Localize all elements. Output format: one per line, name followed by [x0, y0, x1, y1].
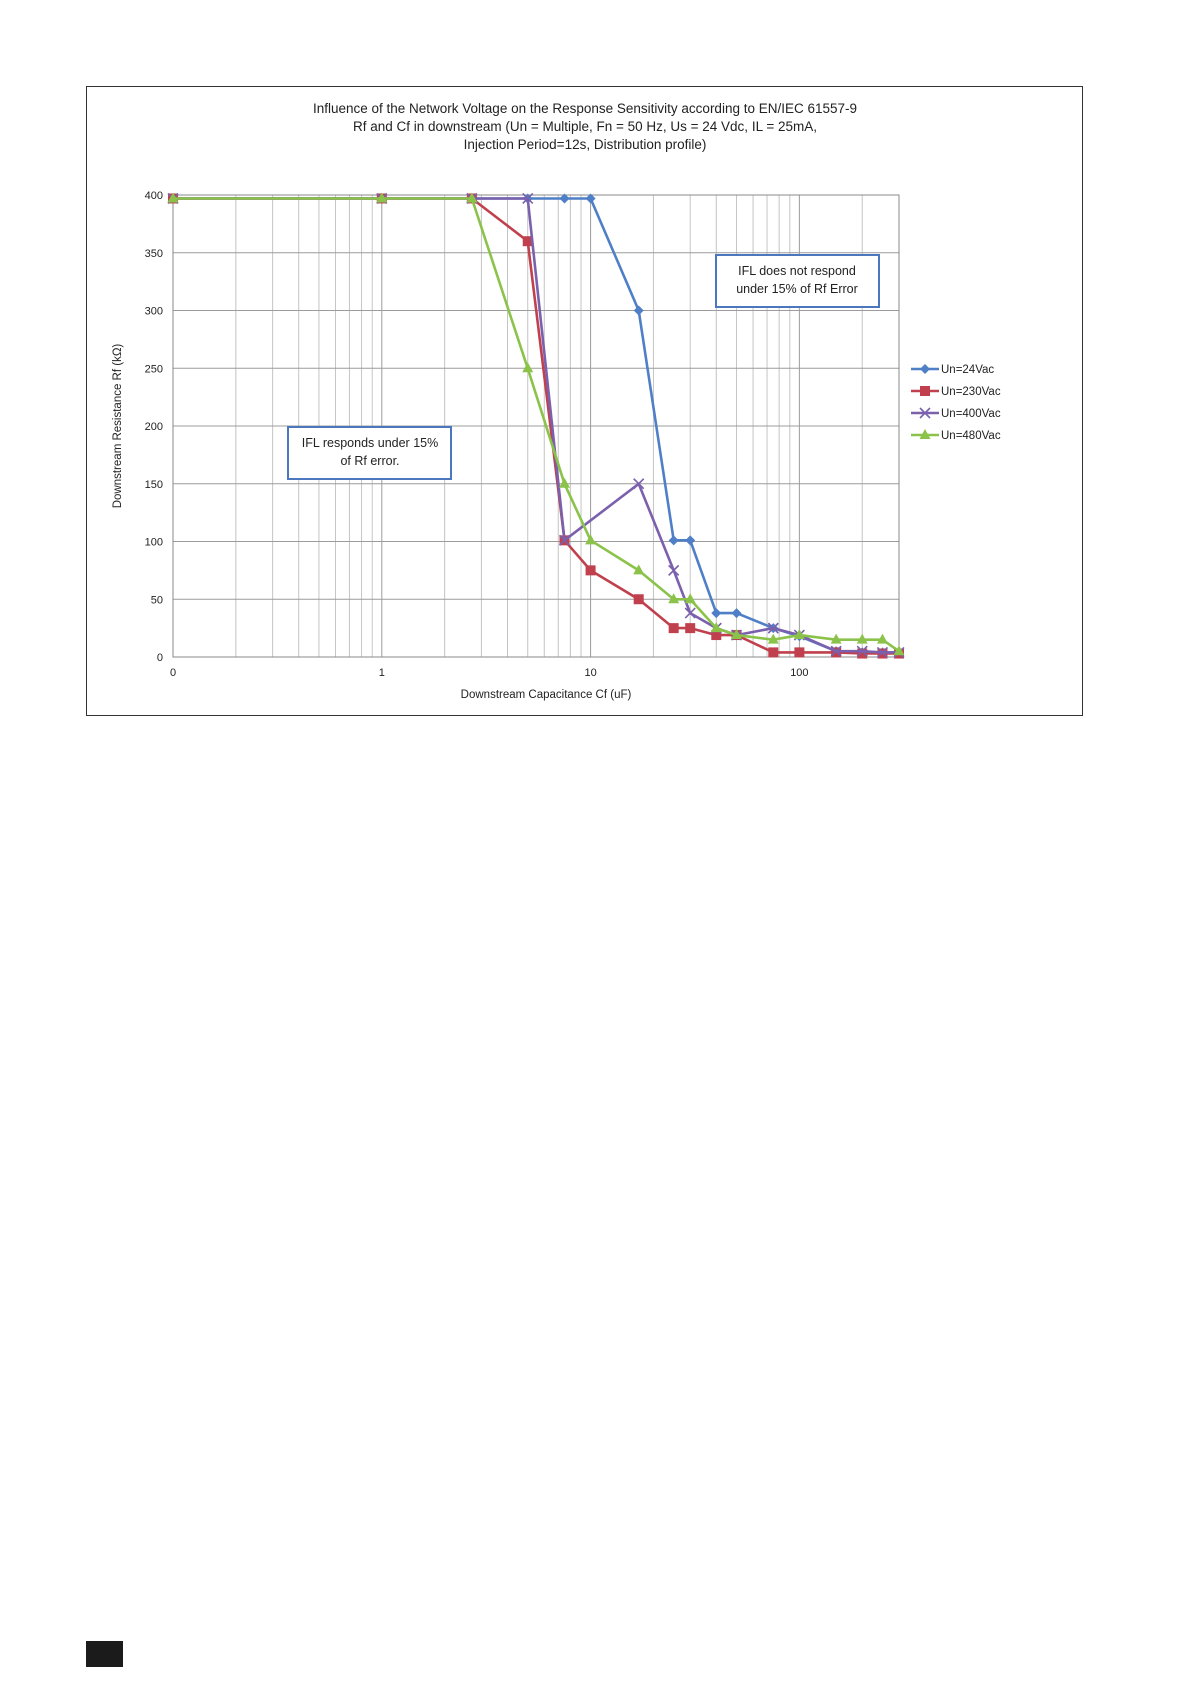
- data-point-un-230vac: [768, 647, 779, 658]
- plot-area-border: [172, 194, 900, 658]
- data-point-un-230vac: [633, 594, 644, 605]
- y-tick-label: 400: [145, 190, 163, 202]
- y-tick-label: 50: [151, 594, 163, 606]
- legend-label: Un=480Vac: [941, 430, 1001, 442]
- chart-title-line: Influence of the Network Voltage on the …: [313, 101, 857, 116]
- y-tick-label: 0: [157, 652, 163, 664]
- data-point-un-230vac: [857, 648, 868, 659]
- data-point-un-480vac: [167, 192, 179, 203]
- data-point-un-480vac: [793, 629, 805, 640]
- data-point-un-24vac: [559, 193, 570, 204]
- data-point-un-480vac: [731, 629, 743, 640]
- legend-label: Un=24Vac: [941, 364, 994, 376]
- data-point-un-230vac: [794, 647, 805, 658]
- data-point-un-230vac: [668, 623, 679, 634]
- chart-svg: Influence of the Network Voltage on the …: [112, 101, 1001, 701]
- data-point-un-480vac: [376, 192, 388, 203]
- data-point-un-400vac: [668, 564, 680, 576]
- data-point-un-24vac: [711, 608, 722, 619]
- page-corner-block: [86, 1641, 123, 1667]
- legend-marker: [920, 386, 930, 396]
- data-point-un-480vac: [876, 633, 888, 644]
- annotation-box: [715, 254, 880, 308]
- legend-marker: [919, 407, 931, 419]
- data-point-un-400vac: [876, 646, 889, 658]
- data-point-un-480vac: [710, 622, 722, 633]
- data-point-un-230vac: [522, 236, 533, 247]
- annotation-text: under 15% of Rf Error: [736, 282, 858, 296]
- legend-label: Un=400Vac: [941, 408, 1001, 420]
- data-point-un-480vac: [668, 593, 680, 604]
- x-tick-label: 0: [170, 667, 176, 679]
- y-tick-label: 350: [145, 248, 163, 260]
- data-point-un-480vac: [559, 477, 571, 488]
- data-point-un-480vac: [684, 593, 696, 604]
- data-point-un-400vac: [522, 192, 534, 205]
- data-point-un-24vac: [585, 193, 596, 204]
- data-point-un-480vac: [893, 645, 905, 656]
- data-point-un-400vac: [767, 622, 779, 634]
- data-point-un-480vac: [767, 633, 779, 644]
- data-point-un-480vac: [633, 564, 645, 575]
- x-tick-label: 100: [790, 667, 808, 679]
- legend-marker: [919, 429, 931, 439]
- legend-marker: [920, 364, 930, 374]
- data-point-un-400vac: [633, 478, 645, 490]
- data-point-un-24vac: [685, 535, 696, 546]
- data-point-un-400vac: [830, 645, 842, 657]
- chart-title-line: Rf and Cf in downstream (Un = Multiple, …: [353, 119, 817, 134]
- annotation-text: IFL does not respond: [738, 264, 856, 278]
- annotation-text: IFL responds under 15%: [302, 436, 438, 450]
- y-tick-label: 200: [145, 421, 163, 433]
- data-point-un-480vac: [466, 192, 478, 203]
- y-axis-label: Downstream Resistance Rf (kΩ): [112, 344, 124, 509]
- legend-label: Un=230Vac: [941, 386, 1001, 398]
- data-point-un-230vac: [585, 565, 596, 576]
- series-line-un-400vac: [173, 197, 899, 654]
- annotation-text: of Rf error.: [340, 454, 399, 468]
- y-tick-label: 150: [145, 479, 163, 491]
- chart-frame: Influence of the Network Voltage on the …: [86, 86, 1083, 716]
- data-point-un-480vac: [856, 633, 868, 644]
- data-point-un-480vac: [830, 633, 842, 644]
- y-tick-label: 100: [145, 537, 163, 549]
- data-point-un-480vac: [585, 534, 597, 545]
- x-tick-label: 1: [379, 667, 385, 679]
- data-point-un-400vac: [558, 534, 571, 546]
- data-point-un-480vac: [522, 362, 534, 373]
- x-axis-label: Downstream Capacitance Cf (uF): [461, 689, 632, 701]
- annotation-box: [287, 426, 452, 480]
- x-tick-label: 10: [584, 667, 596, 679]
- chart-title-line: Injection Period=12s, Distribution profi…: [464, 137, 707, 152]
- data-point-un-24vac: [633, 305, 644, 316]
- data-point-un-24vac: [668, 535, 679, 546]
- y-tick-label: 300: [145, 306, 163, 318]
- data-point-un-400vac: [856, 645, 868, 657]
- y-tick-label: 250: [145, 363, 163, 375]
- data-point-un-230vac: [685, 623, 696, 634]
- data-point-un-24vac: [731, 608, 742, 619]
- data-point-un-230vac: [711, 630, 722, 641]
- data-point-un-400vac: [684, 607, 696, 619]
